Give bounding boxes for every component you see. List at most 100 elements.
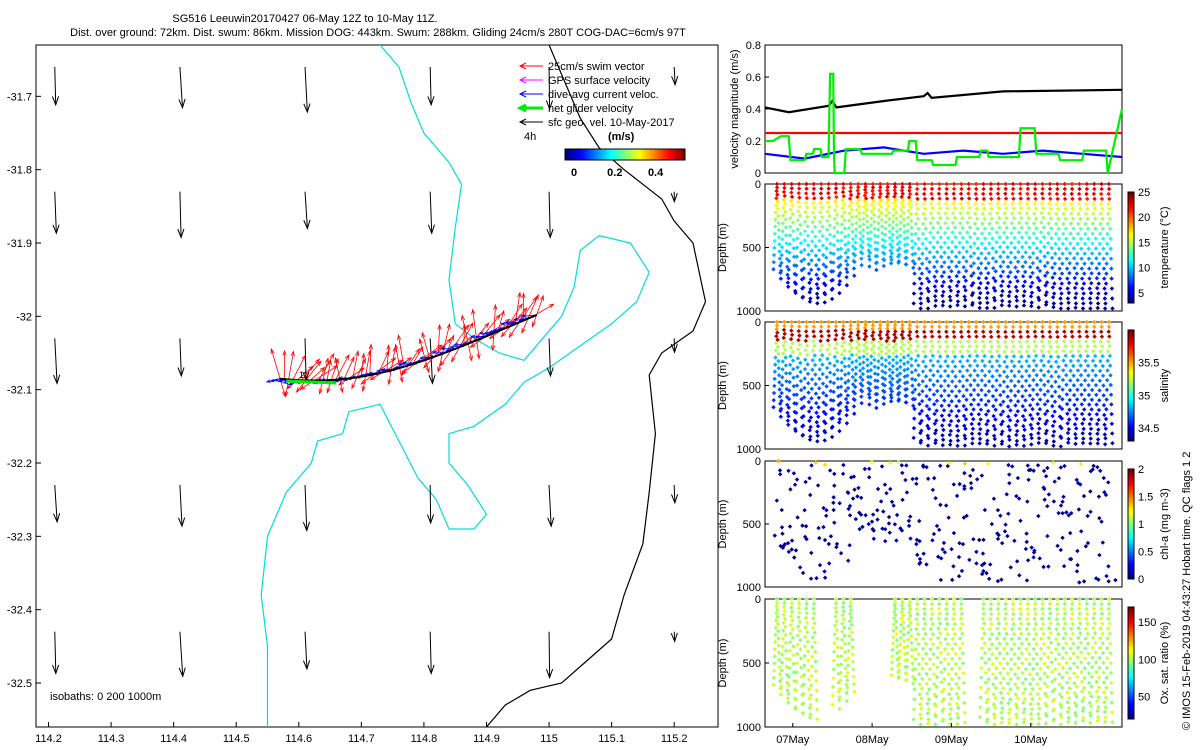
profile-point [929, 339, 934, 344]
profile-point [950, 646, 955, 652]
profile-point [782, 181, 787, 187]
profile-point [1003, 611, 1009, 617]
profile-point [1080, 286, 1085, 291]
profile-point [789, 601, 794, 606]
profile-point [1031, 368, 1036, 373]
profile-point [1005, 533, 1010, 539]
profile-point [995, 531, 1000, 536]
profile-point [1044, 290, 1049, 295]
profile-point [839, 376, 844, 381]
profile-point [1091, 181, 1097, 187]
profile-point [1097, 388, 1102, 393]
profile-point [930, 487, 936, 493]
profile-point [1067, 251, 1073, 256]
profile-colorbar-frame [1127, 191, 1135, 304]
profile-colorbar-cell [1128, 499, 1134, 503]
profile-point [1031, 231, 1036, 236]
profile-point [968, 473, 973, 479]
profile-point [938, 225, 943, 230]
profile-point [810, 625, 816, 631]
profile-point [1106, 324, 1112, 330]
profile-point [891, 345, 897, 350]
swim-vector-head [338, 380, 344, 386]
profile-point [1001, 646, 1007, 651]
profile-colorbar-tick-label: 0.5 [1138, 547, 1153, 559]
swim-vector-shaft [322, 358, 329, 381]
profile-colorbar-tick-label: 25 [1138, 187, 1150, 199]
profile-point [842, 364, 848, 369]
profile-point [984, 570, 989, 576]
profile-point [932, 402, 937, 407]
profile-point [1048, 216, 1054, 221]
profile-point [841, 340, 847, 345]
profile-point [929, 191, 934, 196]
profile-point [860, 245, 865, 250]
profile-point [778, 414, 784, 419]
profile-point [988, 562, 993, 567]
profile-point [1033, 186, 1038, 192]
profile-point [1079, 529, 1084, 534]
profile-point [918, 716, 924, 721]
profile-point [989, 216, 995, 221]
profile-point [1014, 438, 1020, 444]
colorbar-cell [675, 149, 678, 160]
profile-point [880, 526, 885, 531]
profile-point [1087, 431, 1093, 436]
profile-point [1043, 292, 1048, 298]
profile-point [889, 673, 894, 678]
profile-point [942, 250, 947, 255]
profile-point [1093, 650, 1098, 655]
swim-vector-head [360, 379, 367, 385]
profile-point [987, 359, 992, 364]
profile-point [803, 479, 808, 485]
swim-vector [326, 359, 332, 381]
profile-point [1050, 433, 1056, 439]
profile-point [871, 343, 877, 349]
profile-point [979, 241, 984, 246]
profile-point [912, 251, 918, 256]
profile-point [892, 332, 897, 337]
profile-point [854, 352, 859, 357]
profile-point [793, 697, 799, 702]
profile-point [852, 689, 857, 694]
profile-point [1064, 392, 1069, 397]
profile-point [896, 397, 902, 402]
profile-point [914, 626, 919, 632]
profile-point [929, 324, 935, 330]
profile-colorbar-cell [1128, 493, 1134, 497]
profile-point [1033, 631, 1039, 637]
profile-colorbar-cell [1128, 297, 1134, 301]
profile-point [865, 225, 870, 230]
profile-colorbar-cell [1128, 194, 1134, 199]
profile-point [970, 300, 975, 306]
profile-point [1113, 577, 1118, 583]
profile-point [850, 652, 856, 657]
profile-point [954, 701, 960, 707]
profile-point [1008, 398, 1013, 403]
profile-point [777, 263, 783, 268]
profile-point [1003, 522, 1008, 527]
profile-point [1082, 675, 1087, 681]
profile-point [1012, 538, 1017, 543]
profile-point [958, 339, 963, 344]
profile-colorbar-tick-label: 100 [1138, 654, 1156, 666]
profile-point [1000, 409, 1006, 414]
profile-point [1033, 353, 1039, 359]
profile-point [920, 379, 925, 384]
profile-point [846, 641, 852, 646]
profile-point [1044, 694, 1050, 699]
profile-point [808, 286, 813, 292]
profile-point [847, 218, 852, 223]
profile-point [1020, 244, 1025, 250]
profile-point [960, 374, 966, 379]
profile-point [963, 436, 968, 441]
profile-point [841, 193, 846, 199]
profile-point [1109, 266, 1114, 271]
profile-point [774, 600, 780, 605]
profile-point [1014, 715, 1020, 720]
profile-point [884, 200, 889, 206]
profile-point [1044, 703, 1049, 709]
profile-point [1058, 296, 1063, 301]
profile-point [1027, 245, 1032, 250]
